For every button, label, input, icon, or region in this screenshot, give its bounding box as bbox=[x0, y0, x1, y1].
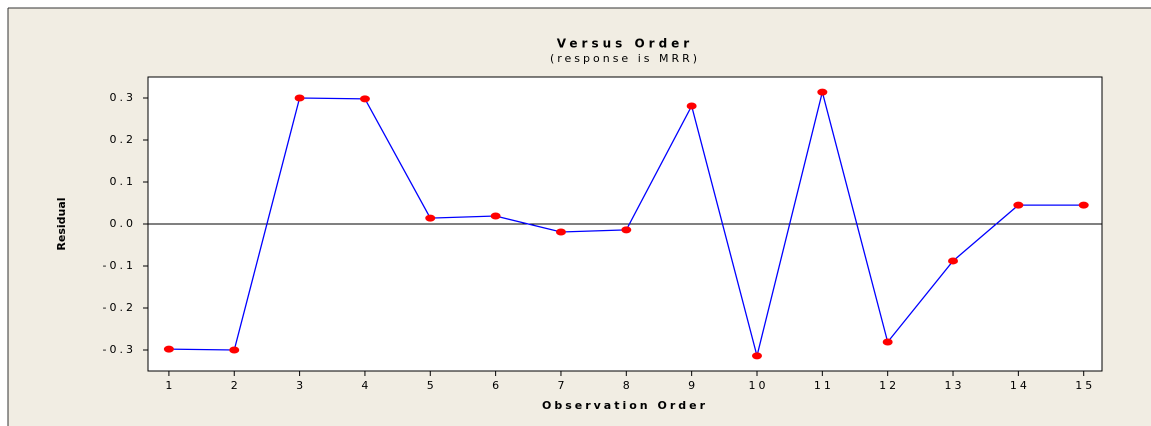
x-axis-label: Observation Order bbox=[542, 399, 708, 412]
x-tick-label: 1 bbox=[165, 379, 175, 392]
y-tick-label: 0.0 bbox=[110, 217, 137, 230]
chart-subtitle: (response is MRR) bbox=[550, 52, 700, 65]
x-tick-label: 4 bbox=[361, 379, 371, 392]
data-point bbox=[1078, 201, 1089, 209]
data-point bbox=[882, 338, 893, 346]
data-point bbox=[686, 102, 697, 110]
y-tick-label: -0.3 bbox=[103, 343, 136, 356]
data-point bbox=[294, 94, 305, 102]
x-tick-label: 3 bbox=[296, 379, 306, 392]
x-tick-label: 14 bbox=[1010, 379, 1030, 392]
y-tick-label: 0.3 bbox=[110, 91, 137, 104]
x-tick-label: 8 bbox=[623, 379, 633, 392]
data-point bbox=[817, 88, 828, 96]
data-point bbox=[490, 212, 501, 220]
data-point bbox=[359, 95, 370, 103]
chart-title: Versus Order bbox=[557, 37, 693, 51]
x-tick-label: 9 bbox=[688, 379, 698, 392]
data-point bbox=[948, 257, 959, 265]
y-tick-label: -0.1 bbox=[103, 259, 136, 272]
data-point bbox=[555, 228, 566, 236]
y-tick-label: 0.2 bbox=[110, 133, 137, 146]
y-tick-label: -0.2 bbox=[103, 301, 136, 314]
x-tick-label: 15 bbox=[1075, 379, 1095, 392]
y-tick-label: 0.1 bbox=[110, 175, 137, 188]
data-point bbox=[751, 352, 762, 360]
data-point bbox=[163, 345, 174, 353]
data-point bbox=[1013, 201, 1024, 209]
data-point bbox=[229, 346, 240, 354]
x-tick-label: 10 bbox=[748, 379, 768, 392]
x-tick-label: 12 bbox=[879, 379, 899, 392]
data-point bbox=[425, 214, 436, 222]
data-point bbox=[621, 226, 632, 234]
y-axis-label: Residual bbox=[55, 197, 68, 250]
x-tick-label: 2 bbox=[231, 379, 241, 392]
x-tick-label: 7 bbox=[557, 379, 567, 392]
x-tick-label: 6 bbox=[492, 379, 502, 392]
x-tick-label: 11 bbox=[814, 379, 834, 392]
x-tick-label: 5 bbox=[427, 379, 437, 392]
x-tick-label: 13 bbox=[945, 379, 965, 392]
